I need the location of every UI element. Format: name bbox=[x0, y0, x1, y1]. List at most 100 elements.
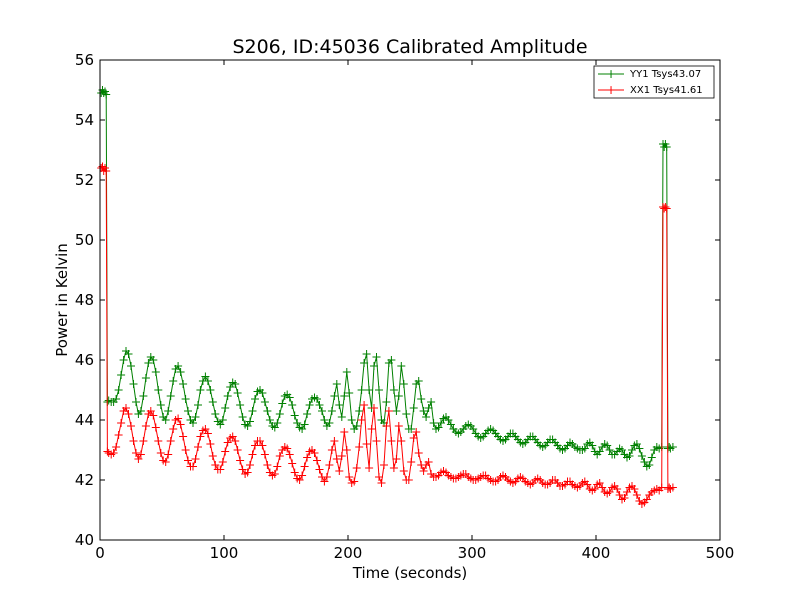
data-point bbox=[151, 368, 160, 376]
data-point bbox=[251, 395, 259, 403]
data-point bbox=[124, 410, 133, 418]
data-point bbox=[320, 416, 329, 424]
data-point bbox=[392, 455, 401, 463]
data-point bbox=[151, 423, 160, 432]
data-point bbox=[419, 467, 428, 475]
data-point bbox=[313, 395, 321, 403]
data-point bbox=[141, 374, 150, 382]
data-point bbox=[174, 414, 183, 423]
data-point bbox=[164, 450, 173, 459]
data-point bbox=[216, 465, 225, 474]
x-tick-label: 200 bbox=[334, 544, 363, 562]
data-point bbox=[156, 449, 165, 457]
data-point bbox=[357, 416, 366, 424]
data-point bbox=[434, 423, 443, 432]
x-tick-label: 100 bbox=[210, 544, 239, 562]
data-point bbox=[278, 399, 287, 408]
data-point bbox=[618, 446, 626, 454]
data-point bbox=[258, 441, 267, 450]
data-point bbox=[293, 419, 302, 427]
data-point bbox=[370, 404, 378, 412]
data-point bbox=[412, 428, 421, 436]
data-point bbox=[300, 420, 309, 429]
data-point bbox=[179, 380, 188, 388]
data-point bbox=[375, 473, 383, 481]
data-point bbox=[223, 438, 232, 447]
data-point bbox=[595, 447, 604, 456]
data-point bbox=[414, 449, 423, 457]
data-point bbox=[647, 453, 656, 462]
data-point bbox=[233, 446, 242, 454]
data-point bbox=[347, 416, 356, 424]
data-point bbox=[236, 456, 245, 465]
data-point bbox=[243, 468, 252, 477]
data-point bbox=[161, 416, 170, 424]
tick-layer: 0 100 200 300 400 500 40 42 44 46 48 50 52 54 56 bbox=[75, 51, 734, 562]
data-point bbox=[285, 450, 294, 459]
data-point bbox=[444, 416, 453, 424]
data-point bbox=[446, 420, 455, 429]
x-tick-label: 500 bbox=[706, 544, 735, 562]
data-point bbox=[112, 395, 121, 403]
data-point bbox=[320, 477, 329, 486]
data-point bbox=[613, 485, 622, 493]
data-point bbox=[330, 437, 339, 445]
series-line bbox=[100, 88, 674, 468]
data-point bbox=[243, 422, 252, 430]
data-point bbox=[397, 437, 406, 445]
data-point bbox=[360, 359, 369, 367]
data-point bbox=[595, 479, 604, 487]
legend-marker-xx1: + bbox=[606, 83, 616, 97]
data-point bbox=[117, 419, 126, 427]
data-point bbox=[325, 461, 334, 469]
data-point bbox=[149, 356, 158, 364]
data-point bbox=[246, 461, 254, 469]
data-point bbox=[322, 473, 331, 481]
data-point bbox=[189, 419, 197, 427]
data-point bbox=[132, 398, 140, 406]
data-point bbox=[270, 423, 279, 432]
data-point bbox=[303, 410, 312, 418]
data-point bbox=[605, 446, 614, 454]
data-point bbox=[345, 473, 354, 481]
data-point bbox=[206, 386, 215, 394]
data-point bbox=[258, 389, 267, 397]
data-point bbox=[231, 380, 240, 388]
data-point bbox=[238, 413, 247, 421]
data-point bbox=[392, 407, 401, 415]
data-point bbox=[191, 455, 200, 463]
data-point bbox=[298, 425, 307, 433]
data-point bbox=[303, 453, 312, 462]
data-point bbox=[397, 362, 406, 370]
y-tick-label: 44 bbox=[75, 411, 94, 429]
data-point bbox=[275, 410, 284, 418]
data-point bbox=[350, 477, 359, 486]
data-point bbox=[417, 395, 426, 403]
data-point bbox=[362, 350, 371, 358]
data-point bbox=[402, 410, 411, 418]
data-point bbox=[327, 407, 336, 415]
data-point bbox=[407, 458, 416, 466]
data-point bbox=[375, 386, 383, 394]
data-point bbox=[233, 389, 242, 397]
data-point bbox=[399, 467, 408, 475]
data-point bbox=[620, 494, 629, 502]
data-point bbox=[340, 428, 349, 436]
data-point bbox=[389, 386, 398, 394]
data-point bbox=[422, 413, 431, 421]
legend-marker-yy1: + bbox=[606, 67, 616, 81]
data-point bbox=[139, 437, 148, 445]
data-point bbox=[196, 432, 205, 441]
data-point bbox=[661, 203, 670, 211]
data-point bbox=[218, 458, 227, 466]
data-point bbox=[657, 483, 666, 492]
data-point bbox=[409, 434, 418, 442]
data-point bbox=[114, 431, 123, 439]
data-point bbox=[203, 429, 212, 438]
data-point bbox=[370, 362, 378, 370]
data-point bbox=[127, 422, 135, 430]
data-point bbox=[642, 495, 651, 504]
data-point bbox=[154, 437, 163, 445]
legend-label-yy1: YY1 Tsys43.07 bbox=[629, 69, 701, 80]
data-point bbox=[201, 372, 210, 381]
